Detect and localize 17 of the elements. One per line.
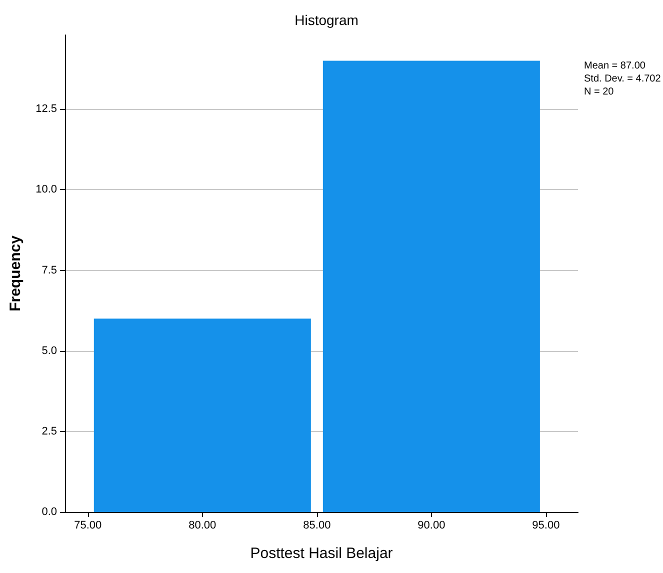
y-tick-label: 2.5 bbox=[42, 425, 57, 438]
y-tick-label: 5.0 bbox=[42, 344, 57, 357]
x-tick-label: 85.00 bbox=[303, 520, 331, 532]
y-tick-label: 7.5 bbox=[42, 264, 57, 276]
text: Std. Dev. = 4.702 bbox=[584, 74, 662, 84]
x-tick-label: 75.00 bbox=[74, 520, 102, 532]
y-axis-title: Frequency bbox=[7, 234, 24, 312]
x-tick-label: 95.00 bbox=[532, 520, 560, 532]
chart-title: Histogram bbox=[294, 12, 358, 28]
y-tick-label: 0.0 bbox=[42, 506, 57, 518]
y-tick-label: 10.0 bbox=[36, 184, 57, 196]
y-tick-label: 12.5 bbox=[36, 103, 57, 116]
x-axis-title: Posttest Hasil Belajar bbox=[250, 545, 393, 562]
x-tick-label: 80.00 bbox=[188, 520, 216, 532]
text: Mean = 87.00 bbox=[584, 60, 646, 72]
text: N = 20 bbox=[584, 86, 614, 98]
x-tick-label: 90.00 bbox=[418, 520, 446, 532]
